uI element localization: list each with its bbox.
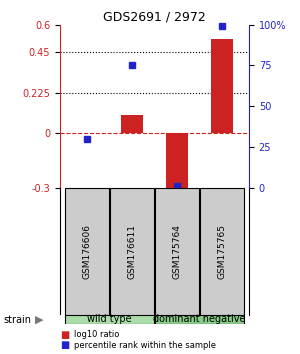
Text: log10 ratio: log10 ratio [74, 330, 119, 339]
Title: GDS2691 / 2972: GDS2691 / 2972 [103, 11, 206, 24]
Bar [155, 188, 199, 315]
Bar [200, 188, 244, 315]
Text: GSM175764: GSM175764 [172, 224, 182, 279]
Bar [211, 39, 233, 133]
Text: GSM175765: GSM175765 [218, 224, 226, 279]
Text: GSM176611: GSM176611 [128, 224, 136, 279]
Text: ▶: ▶ [34, 315, 43, 325]
Bar [166, 133, 188, 189]
Bar [155, 315, 244, 324]
Bar [65, 188, 109, 315]
Bar [121, 115, 143, 133]
Text: GSM176606: GSM176606 [82, 224, 91, 279]
Text: percentile rank within the sample: percentile rank within the sample [74, 341, 215, 350]
Text: strain: strain [3, 315, 31, 325]
Bar [110, 188, 154, 315]
Bar [65, 315, 154, 324]
Text: ■: ■ [60, 340, 69, 350]
Text: wild type: wild type [87, 314, 132, 325]
Text: dominant negative: dominant negative [153, 314, 246, 325]
Text: ■: ■ [60, 330, 69, 339]
